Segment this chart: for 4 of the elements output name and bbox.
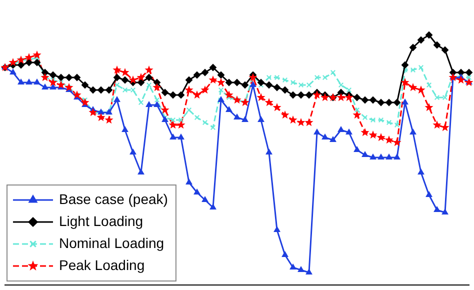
legend-label: Base case (peak) [59,190,168,207]
legend-label: Nominal Loading [59,234,164,251]
legend-label: Light Loading [59,212,144,229]
legend-label: Peak Loading [59,256,145,273]
